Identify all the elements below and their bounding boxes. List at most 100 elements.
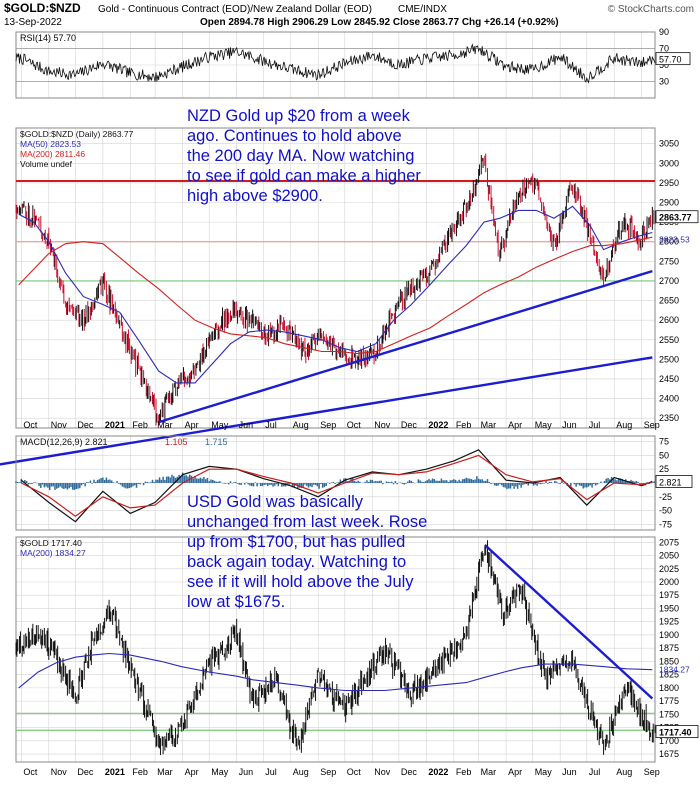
y-tick-label: 3000 <box>659 158 679 168</box>
legend-entry: MA(50) 2823.53 <box>20 139 81 149</box>
x-tick-label: Sep <box>320 420 336 430</box>
panel-frame <box>15 127 656 429</box>
x-tick-label: Feb <box>456 420 472 430</box>
y-tick-label: 3050 <box>659 139 679 149</box>
x-tick-label: Dec <box>77 420 94 430</box>
y-tick-label: 2650 <box>659 296 679 306</box>
y-tick-label: 1750 <box>659 709 679 719</box>
macd-line <box>20 449 653 523</box>
legend-entry: Volume undef <box>20 159 73 169</box>
y-tick-label: 1875 <box>659 643 679 653</box>
x-tick-label: Jun <box>562 767 577 777</box>
x-tick-label: Mar <box>481 420 497 430</box>
y-tick-label: 70 <box>659 44 669 54</box>
x-tick-label: Aug <box>616 420 632 430</box>
grid <box>16 31 655 762</box>
x-tick-label: Oct <box>347 767 362 777</box>
nzd-annotation-line: NZD Gold up $20 from a week <box>187 107 410 125</box>
usd-annotation-line: unchanged from last week. Rose <box>187 513 428 531</box>
nzd-annotation: NZD Gold up $20 from a week ago. Continu… <box>187 106 487 206</box>
y-tick-label: 30 <box>659 77 669 87</box>
last-value-tag <box>655 725 699 739</box>
chart-watermark: © StockCharts.com <box>608 4 694 15</box>
y-tick-label: 1825 <box>659 670 679 680</box>
x-tick-label: Nov <box>374 420 391 430</box>
y-tick-label: 1675 <box>659 749 679 759</box>
usd-annotation-line: low at $1675. <box>187 593 286 611</box>
x-tick-label: Sep <box>320 767 336 777</box>
chart-date: 13-Sep-2022 <box>4 17 62 28</box>
x-tick-label: Jun <box>239 767 254 777</box>
x-tick-label: Jul <box>589 767 601 777</box>
last-value-label: 2.821 <box>659 477 682 487</box>
x-tick-label: Aug <box>293 767 309 777</box>
y-tick-label: 25 <box>659 464 669 474</box>
x-tick-label: 2021 <box>105 420 125 430</box>
x-tick-label: Feb <box>456 767 472 777</box>
signal-line <box>21 454 653 517</box>
y-tick-label: 2050 <box>659 551 679 561</box>
nzd-annotation-line: the 200 day MA. Now watching <box>187 147 415 165</box>
ma-value-label: 1834.27 <box>659 665 690 675</box>
trendline <box>484 544 654 700</box>
x-tick-label: Sep <box>644 767 660 777</box>
panel-1: 2350 2400 2450 2500 2550 2600 2650 2700 2750 2800… <box>0 127 699 466</box>
x-tick-label: Jul <box>265 767 277 777</box>
x-tick-label: Dec <box>401 420 418 430</box>
y-tick-label: 1900 <box>659 630 679 640</box>
legend-entry: MA(200) 1834.27 <box>20 548 86 558</box>
x-tick-label: Aug <box>616 767 632 777</box>
panel-frame <box>15 31 656 99</box>
x-tick-label: May <box>535 767 553 777</box>
y-tick-label: 2900 <box>659 198 679 208</box>
x-tick-label: Jul <box>265 420 277 430</box>
panels: 30507090RSI(14) 57.7057.7023502400245025… <box>0 27 699 763</box>
legend-entry: MACD(12,26,9) 2.821 <box>20 437 108 447</box>
x-tick-label: 2021 <box>105 767 125 777</box>
y-tick-label: 2000 <box>659 577 679 587</box>
y-tick-label: 1975 <box>659 590 679 600</box>
x-tick-label: 2022 <box>428 420 448 430</box>
legend-entry: $GOLD 1717.40 <box>20 538 82 548</box>
legend-entry: $GOLD:$NZD (Daily) 2863.77 <box>20 129 134 139</box>
x-tick-label: Mar <box>157 767 173 777</box>
y-tick-label: 2600 <box>659 315 679 325</box>
trendline <box>0 356 653 466</box>
x-tick-label: Nov <box>374 767 391 777</box>
rsi-title: RSI(14) 57.70 <box>20 33 76 43</box>
ma-line <box>18 652 653 692</box>
x-tick-label: Aug <box>293 420 309 430</box>
y-tick-label: -75 <box>659 519 672 529</box>
nzd-annotation-line: to see if gold can make a higher <box>187 167 421 185</box>
x-tick-label: Apr <box>185 420 199 430</box>
y-tick-label: 2400 <box>659 394 679 404</box>
x-tick-label: Mar <box>481 767 497 777</box>
y-tick-label: 2500 <box>659 354 679 364</box>
x-tick-label: Nov <box>51 420 68 430</box>
x-tick-label: Oct <box>23 767 38 777</box>
usd-annotation-line: see if it will hold above the July <box>187 573 414 591</box>
y-tick-label: 1800 <box>659 683 679 693</box>
header: $GOLD:$NZD Gold - Continuous Contract (E… <box>4 1 694 28</box>
x-tick-label: Apr <box>508 767 522 777</box>
x-tick-label: Jul <box>589 420 601 430</box>
x-tick-label: Oct <box>347 420 362 430</box>
x-tick-label: Sep <box>644 420 660 430</box>
ma-line <box>18 205 653 384</box>
y-tick-label: -25 <box>659 492 672 502</box>
x-tick-label: Dec <box>401 767 418 777</box>
usd-annotation-line: back again today. Watching to <box>187 553 407 571</box>
rsi-line <box>15 43 656 84</box>
chart-exchange: CME/INDX <box>398 4 447 15</box>
usd-annotation-line: up from $1700, but has pulled <box>187 533 406 551</box>
last-value-label: 2863.77 <box>659 213 692 223</box>
legend-entry: 1.105 <box>165 437 188 447</box>
last-value-tag <box>655 475 693 488</box>
y-tick-label: 1700 <box>659 736 679 746</box>
x-tick-label: Dec <box>77 767 94 777</box>
legend-entry: MA(200) 2811.46 <box>20 149 85 159</box>
y-tick-label: 2700 <box>659 276 679 286</box>
x-tick-label: Nov <box>51 767 68 777</box>
